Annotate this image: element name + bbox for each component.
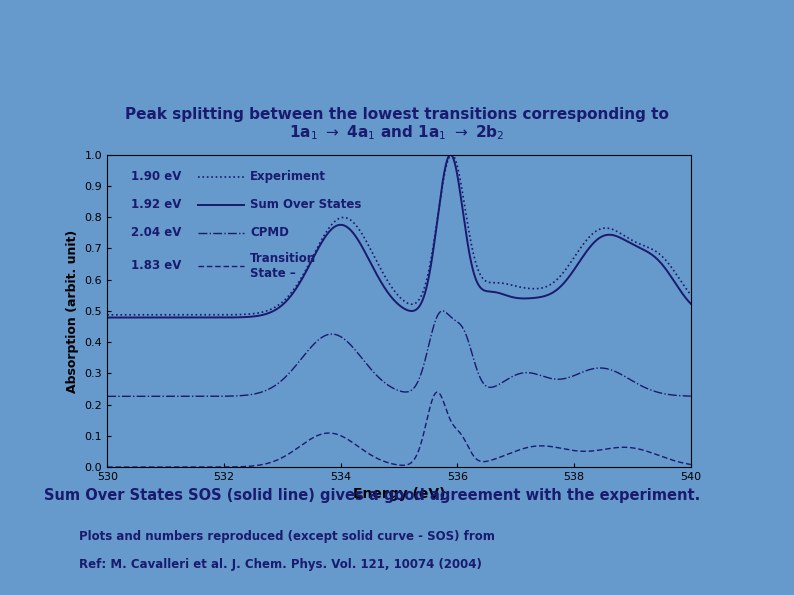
Text: 1.90 eV: 1.90 eV: [130, 170, 181, 183]
Text: 1.83 eV: 1.83 eV: [130, 259, 181, 272]
Text: Sum Over States SOS (solid line) gives a good agreement with the experiment.: Sum Over States SOS (solid line) gives a…: [44, 488, 700, 503]
Text: Experiment: Experiment: [250, 170, 326, 183]
Text: CPMD: CPMD: [250, 226, 289, 239]
Text: Plots and numbers reproduced (except solid curve - SOS) from: Plots and numbers reproduced (except sol…: [79, 530, 495, 543]
Text: Peak splitting between the lowest transitions corresponding to: Peak splitting between the lowest transi…: [125, 107, 669, 122]
Text: 2.04 eV: 2.04 eV: [130, 226, 181, 239]
Y-axis label: Absorption (arbit. unit): Absorption (arbit. unit): [66, 229, 79, 393]
Text: Transition
State –: Transition State –: [250, 252, 316, 280]
Text: 1a$_1$ $\rightarrow$ 4a$_1$ and 1a$_1$ $\rightarrow$ 2b$_2$: 1a$_1$ $\rightarrow$ 4a$_1$ and 1a$_1$ $…: [289, 123, 505, 142]
Text: 1.92 eV: 1.92 eV: [130, 198, 181, 211]
X-axis label: Energy (eV): Energy (eV): [353, 487, 445, 502]
Text: Sum Over States: Sum Over States: [250, 198, 361, 211]
Text: Ref: M. Cavalleri et al. J. Chem. Phys. Vol. 121, 10074 (2004): Ref: M. Cavalleri et al. J. Chem. Phys. …: [79, 558, 482, 571]
